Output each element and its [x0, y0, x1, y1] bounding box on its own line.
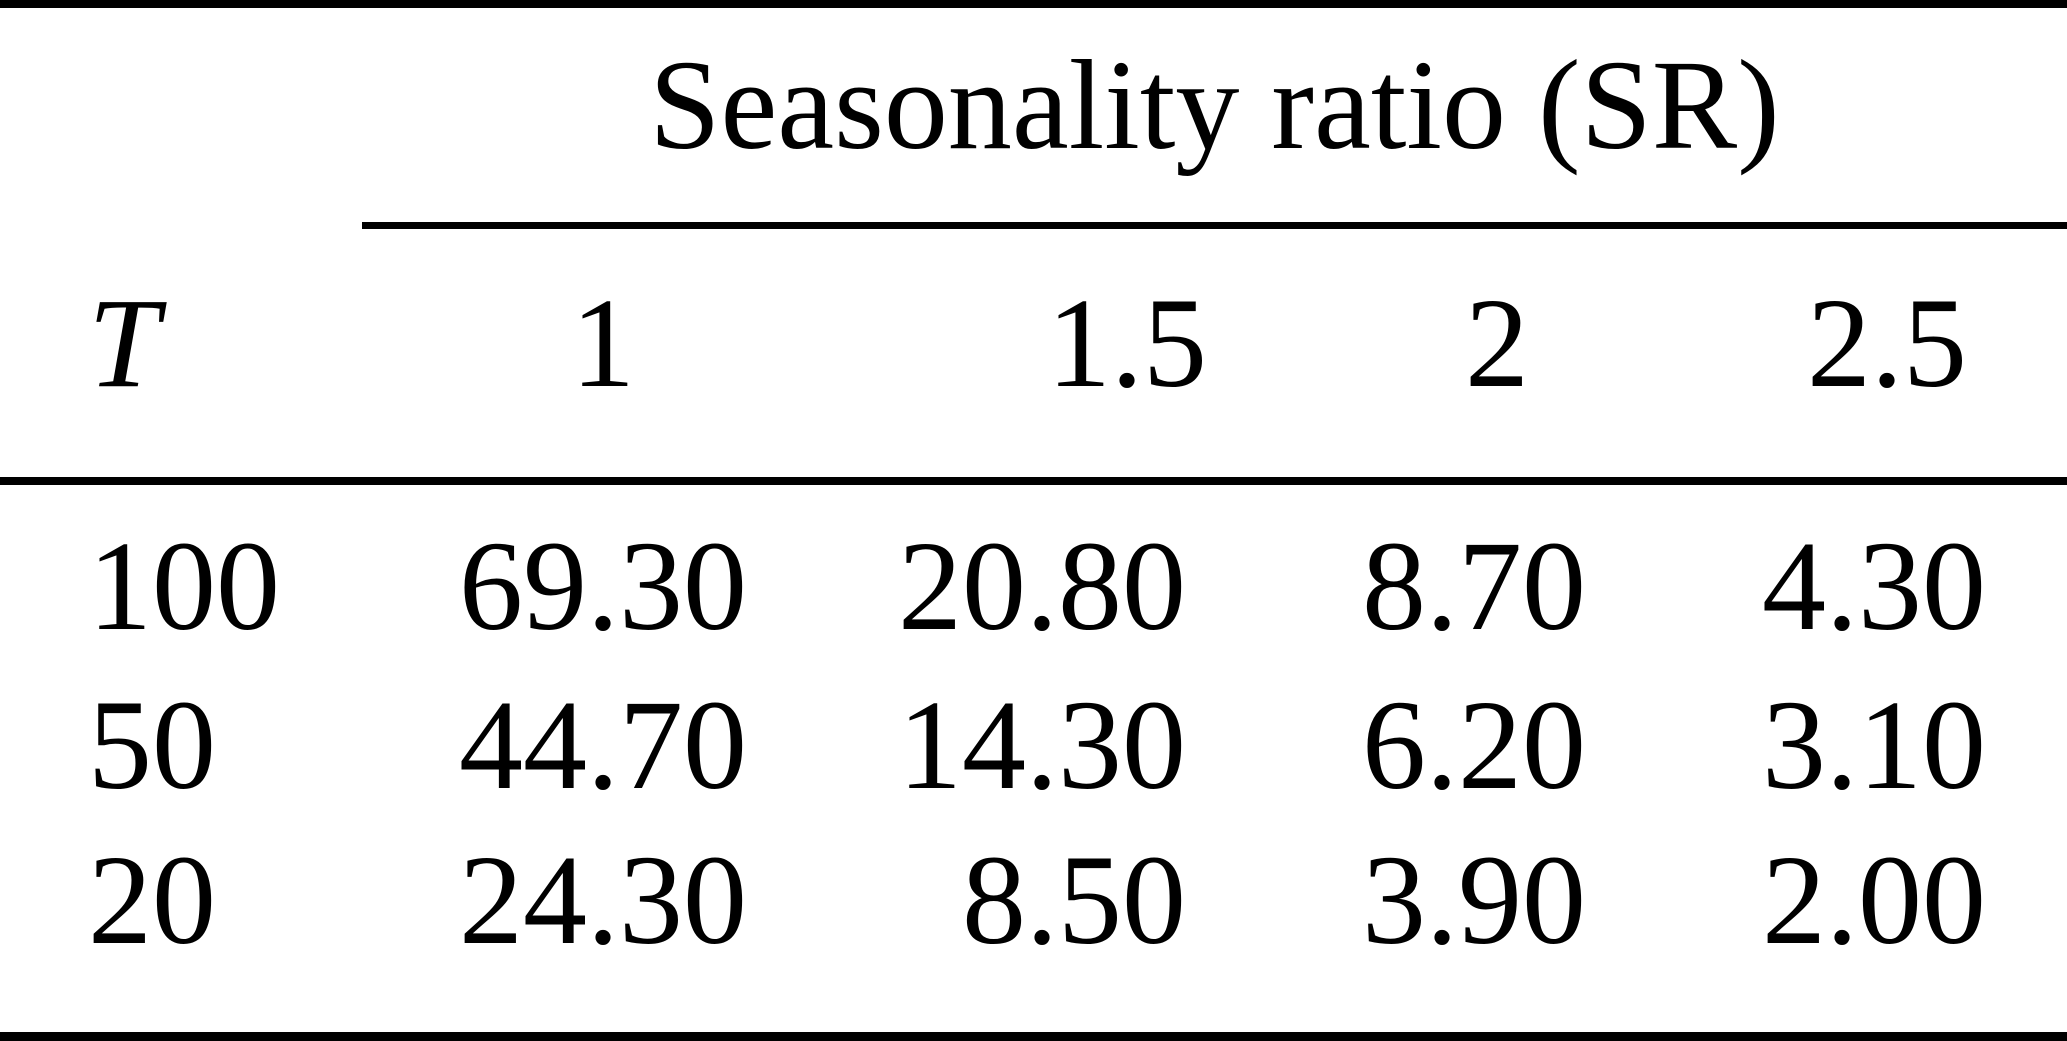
- table-row: 50 44.70 14.30 6.20 3.10: [0, 681, 2067, 809]
- data-cell: 14.30: [898, 674, 1186, 816]
- col-header-sr-2: 2: [1465, 272, 1529, 414]
- spanner-underline-rule: [362, 222, 2067, 229]
- col-header-t: T: [88, 272, 160, 414]
- data-cell: 44.70: [459, 674, 747, 816]
- bottom-rule: [0, 1032, 2067, 1041]
- data-cell: 69.30: [459, 515, 747, 657]
- data-cell: 3.10: [1762, 674, 1986, 816]
- col-header-sr-2_5: 2.5: [1807, 272, 1967, 414]
- data-cell: 8.50: [962, 829, 1186, 971]
- row-header-cell: 20: [88, 829, 216, 971]
- data-cell: 3.90: [1362, 829, 1586, 971]
- table-row: 100 69.30 20.80 8.70 4.30: [0, 522, 2067, 650]
- data-cell: 24.30: [459, 829, 747, 971]
- col-header-sr-1: 1: [571, 272, 635, 414]
- row-header-cell: 100: [88, 515, 280, 657]
- top-rule: [0, 0, 2067, 8]
- col-header-sr-1_5: 1.5: [1047, 272, 1207, 414]
- header-body-divider-rule: [0, 477, 2067, 485]
- row-header-cell: 50: [88, 674, 216, 816]
- data-cell: 2.00: [1762, 829, 1986, 971]
- data-cell: 6.20: [1362, 674, 1586, 816]
- data-cell: 20.80: [898, 515, 1186, 657]
- data-cell: 8.70: [1362, 515, 1586, 657]
- table-row: 20 24.30 8.50 3.90 2.00: [0, 836, 2067, 964]
- data-cell: 4.30: [1762, 515, 1986, 657]
- column-header-row: T 1 1.5 2 2.5: [0, 279, 2067, 407]
- spanner-header-seasonality-ratio: Seasonality ratio (SR): [649, 34, 1780, 176]
